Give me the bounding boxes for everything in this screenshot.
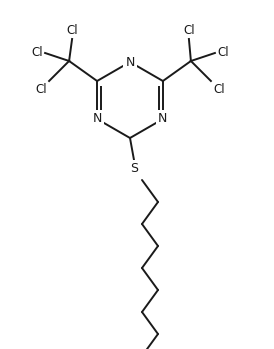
Text: N: N (92, 112, 102, 126)
Text: S: S (130, 162, 138, 175)
Text: N: N (125, 55, 135, 68)
Text: N: N (158, 112, 168, 126)
Text: Cl: Cl (66, 24, 78, 37)
Text: Cl: Cl (35, 83, 47, 96)
Text: Cl: Cl (213, 83, 224, 96)
Text: Cl: Cl (183, 24, 195, 37)
Text: Cl: Cl (32, 46, 43, 59)
Text: Cl: Cl (217, 46, 229, 59)
